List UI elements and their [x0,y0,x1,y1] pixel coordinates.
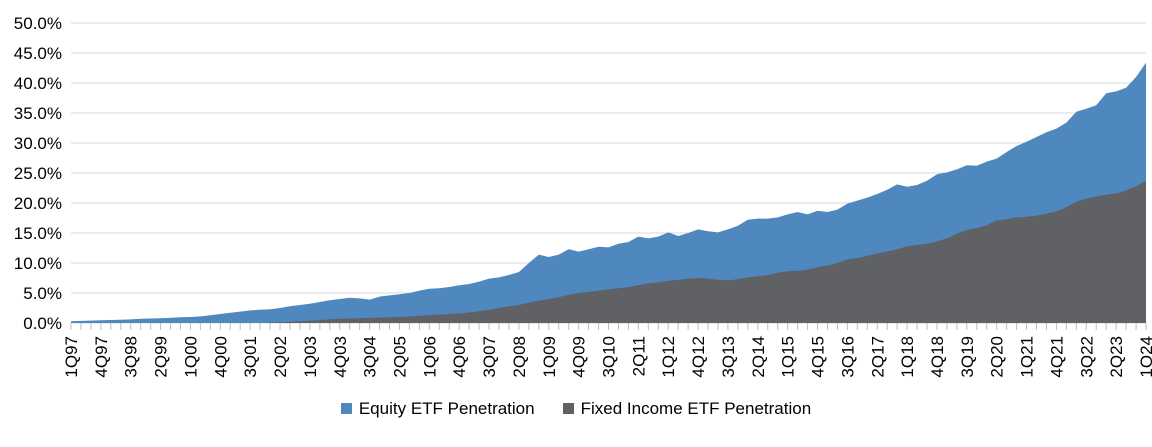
x-axis-tick-label: 4Q03 [331,336,350,378]
x-axis-tick-label: 4Q18 [928,336,947,378]
x-axis-tick-label: 3Q16 [838,336,857,378]
x-axis-tick-label: 2Q02 [271,336,290,378]
fixed-income-legend-label: Fixed Income ETF Penetration [580,399,812,418]
x-axis-tick-label: 3Q19 [958,336,977,378]
x-axis-tick-label: 2Q11 [629,336,648,376]
equity-legend-swatch [340,403,352,414]
x-axis-tick-label: 2Q14 [749,336,768,378]
x-axis-tick-label: 1Q12 [659,336,678,378]
x-axis-tick-label: 4Q09 [570,336,589,378]
chart-legend: Equity ETF Penetration Fixed Income ETF … [0,400,1152,417]
y-axis-tick-label: 15.0% [14,224,62,243]
x-axis-tick-label: 1Q21 [1018,336,1037,378]
x-axis-tick-label: 1Q97 [62,336,81,378]
y-axis-tick-label: 30.0% [14,134,62,153]
x-axis-tick-label: 1Q03 [301,336,320,378]
x-axis-tick-label: 3Q13 [719,336,738,378]
y-axis-tick-label: 20.0% [14,194,62,213]
x-axis-tick-label: 4Q97 [92,336,111,378]
x-axis-tick-label: 2Q20 [988,336,1007,378]
y-axis-tick-label: 35.0% [14,104,62,123]
x-axis-tick-label: 4Q12 [689,336,708,378]
x-axis-tick-label: 2Q23 [1107,336,1126,378]
fixed-income-legend-swatch [562,403,574,414]
legend-item-equity: Equity ETF Penetration [340,399,535,418]
y-axis-tick-label: 10.0% [14,254,62,273]
x-axis-tick-label: 1Q18 [898,336,917,378]
x-axis-tick-label: 2Q05 [390,336,409,378]
x-axis-tick-label: 3Q98 [122,336,141,378]
y-axis-tick-label: 50.0% [14,14,62,33]
x-axis-tick-label: 2Q17 [868,336,887,378]
x-axis-tick-label: 4Q15 [809,336,828,378]
x-axis-tick-label: 3Q10 [600,336,619,378]
y-axis-tick-label: 45.0% [14,44,62,63]
x-axis-tick-label: 3Q04 [361,336,380,378]
x-axis-tick-label: 1Q24 [1137,336,1152,378]
x-axis-tick-label: 3Q01 [241,336,260,378]
y-axis-tick-label: 0.0% [23,314,62,333]
x-axis-tick-label: 4Q06 [450,336,469,378]
y-axis-tick-label: 5.0% [23,284,62,303]
x-axis-tick-label: 1Q00 [181,336,200,378]
y-axis-tick-label: 25.0% [14,164,62,183]
x-axis-tick-label: 1Q09 [540,336,559,378]
x-axis-tick-label: 1Q06 [420,336,439,378]
legend-item-fixed-income: Fixed Income ETF Penetration [562,399,812,418]
fixed-income-area [71,180,1146,323]
x-axis-tick-label: 3Q22 [1077,336,1096,378]
etf-penetration-area-chart: 0.0% 5.0% 10.0% 15.0% 20.0% 25.0% 30.0% 35.0% 40… [14,14,1152,378]
x-axis-tick-label: 2Q99 [152,336,171,378]
x-axis-tick-label: 3Q07 [480,336,499,378]
equity-legend-label: Equity ETF Penetration [358,399,535,418]
x-axis-tick-label: 4Q21 [1047,336,1066,378]
x-axis-tick-label: 2Q08 [510,336,529,378]
x-axis-tick-label: 1Q15 [779,336,798,378]
x-axis-tick-label: 4Q00 [211,336,230,378]
y-axis-tick-label: 40.0% [14,74,62,93]
